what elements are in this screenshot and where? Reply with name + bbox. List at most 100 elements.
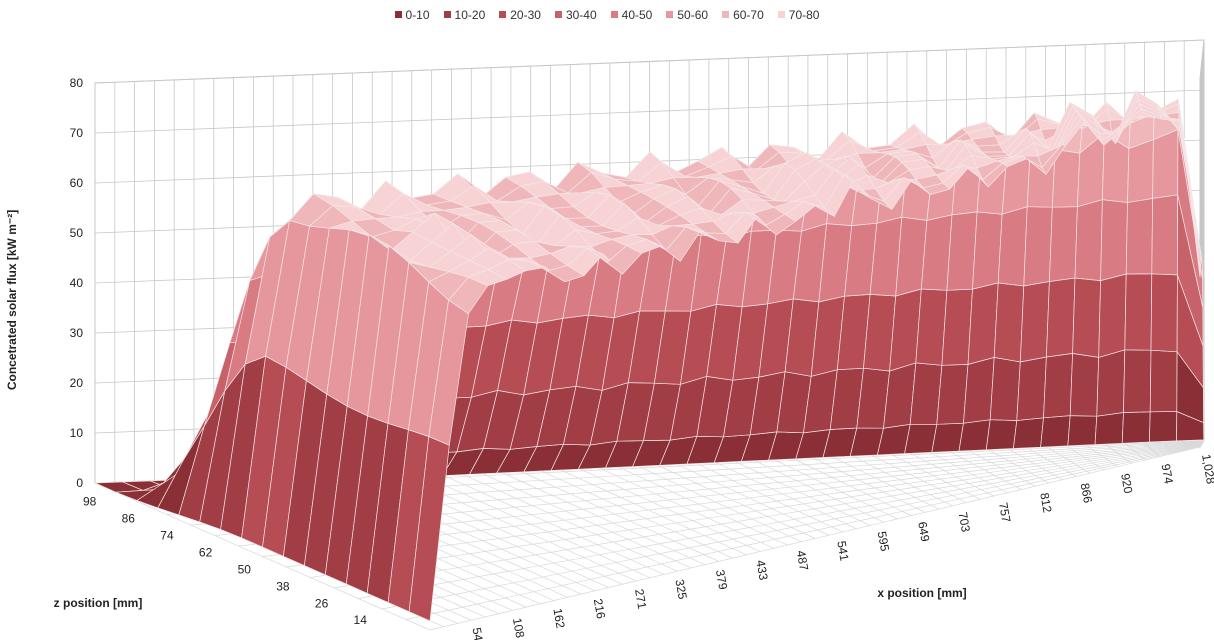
surface-cell [963,356,995,424]
legend-swatch [394,11,402,18]
surface-cell [946,211,978,291]
legend-swatch [722,11,730,18]
x-tick-label: 1,028 [1199,453,1214,485]
surface-cell [1069,352,1100,417]
x-tick-label: 866 [1078,482,1095,504]
y-axis-label: Concetrated solar flux [kW m⁻²] [5,210,19,390]
legend-label: 40-50 [621,8,653,22]
legend-swatch [554,11,562,18]
surface-cell [1016,356,1047,421]
surface-cell [1127,139,1154,203]
x-tick-label: 757 [996,501,1013,523]
legend-label: 10-20 [454,8,486,22]
y-tick-label: 70 [70,126,84,140]
legend-item: 20-30 [499,8,541,22]
floor-gridline [405,446,1201,620]
surface-cell [931,422,964,453]
floor-gridline [286,443,1202,568]
x-tick-label: 974 [1159,463,1176,485]
x-tick-label: 162 [550,607,567,629]
x-axis-ticks: 54 108 162 216 271 325 379 433 487 541 595 649 703 75… [469,453,1214,640]
surface-cell [1149,411,1178,443]
x-tick-label: 649 [915,521,932,543]
legend-swatch [443,11,451,18]
surface-cell [989,356,1021,421]
flux-surface [94,90,1205,622]
surface-cell [1150,273,1178,353]
floor-gridline [310,444,1202,578]
surface-cell [1074,199,1103,281]
surface-cell [1180,119,1201,278]
z-axis-ticks: 98 86 74 62 50 38 26 14 [83,494,367,627]
z-tick-label: 50 [238,562,252,576]
y-tick-label: 20 [70,376,84,390]
surface-cell [1072,277,1101,358]
surface-cell [1149,349,1178,413]
legend-swatch [610,11,618,18]
surface-cell [915,288,948,366]
x-tick-label: 216 [591,598,608,620]
z-tick-label: 26 [315,596,329,610]
surface-cell [985,419,1018,451]
x-tick-label: 595 [875,530,892,552]
surface-cell [1067,415,1098,447]
wall-gridline [94,39,1205,84]
z-tick-label: 74 [160,528,174,542]
surface-cell [936,364,969,425]
surface-cell [967,282,999,365]
x-tick-label: 379 [713,569,730,591]
legend-swatch [666,11,674,18]
x-tick-label: 920 [1118,472,1135,494]
z-tick-label: 38 [276,579,290,593]
y-tick-label: 0 [76,476,83,490]
legend-swatch [499,11,507,18]
x-tick-label: 325 [672,578,689,600]
y-tick-label: 10 [70,426,84,440]
legend-label: 30-40 [565,8,597,22]
wall-gridline [94,139,1205,184]
y-tick-label: 80 [70,76,84,90]
y-tick-label: 50 [70,226,84,240]
surface-cell [909,362,943,425]
surface-cell [958,419,991,452]
surface-cell [993,282,1025,363]
surface-cell [1046,277,1076,358]
legend-item: 10-20 [443,8,486,22]
x-tick-label: 433 [753,559,770,581]
x-tick-label: 54 [469,626,485,640]
x-tick-label: 541 [834,540,851,562]
legend-label: 0-10 [405,8,430,22]
y-axis-ticks: 0 10 20 30 40 50 60 70 80 [70,76,84,490]
x-tick-label: 487 [794,549,811,571]
y-tick-label: 30 [70,326,84,340]
surface-cell [1043,352,1073,419]
surface-cell [1040,415,1071,448]
surface-cell [1125,197,1153,275]
surface-cell [1049,206,1078,282]
x-tick-label: 271 [632,588,649,610]
z-tick-label: 62 [199,545,213,559]
legend-label: 60-70 [733,8,764,22]
surface-cell [1096,349,1126,417]
z-tick-label: 86 [122,511,136,525]
legend-label: 50-60 [677,8,709,22]
x-axis-label: x position [mm] [877,586,966,600]
legend-swatch [777,11,785,18]
surface-cell [972,211,1003,290]
legend: 0-10 10-20 20-30 30-40 40-50 50-60 60-70 70-80 [0,8,1214,22]
legend-item: 30-40 [554,8,597,22]
z-axis-label: z position [mm] [54,596,143,610]
x-tick-label: 703 [956,511,973,533]
surface-cell [1013,417,1044,449]
surface-cell [1098,273,1127,358]
x-tick-label: 812 [1037,492,1054,514]
y-tick-label: 60 [70,176,84,190]
legend-item: 50-60 [666,8,708,22]
surface-cell [1121,411,1151,444]
legend-label: 20-30 [510,8,541,22]
surface-cell [1094,412,1124,445]
x-tick-label: 108 [510,617,527,639]
floor-gridline [334,444,1202,589]
floor-gridline [358,445,1201,599]
